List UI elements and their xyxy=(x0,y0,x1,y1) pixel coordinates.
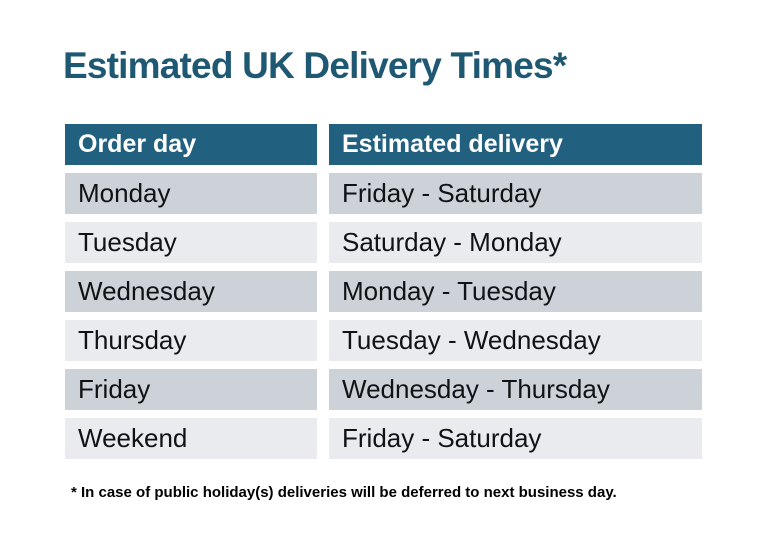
order-day-cell: Tuesday xyxy=(65,222,317,263)
column-header-estimated-delivery: Estimated delivery xyxy=(329,124,702,165)
footnote: * In case of public holiday(s) deliverie… xyxy=(71,484,617,501)
order-day-cell: Thursday xyxy=(65,320,317,361)
column-header-order-day: Order day xyxy=(65,124,317,165)
estimated-delivery-cell: Tuesday - Wednesday xyxy=(329,320,702,361)
estimated-delivery-cell: Friday - Saturday xyxy=(329,418,702,459)
order-day-cell: Friday xyxy=(65,369,317,410)
estimated-delivery-cell: Saturday - Monday xyxy=(329,222,702,263)
estimated-delivery-cell: Friday - Saturday xyxy=(329,173,702,214)
order-day-cell: Weekend xyxy=(65,418,317,459)
order-day-cell: Monday xyxy=(65,173,317,214)
page-title: Estimated UK Delivery Times* xyxy=(63,45,567,86)
delivery-times-table: Order day Estimated delivery Monday Frid… xyxy=(65,124,702,459)
order-day-cell: Wednesday xyxy=(65,271,317,312)
estimated-delivery-cell: Wednesday - Thursday xyxy=(329,369,702,410)
estimated-delivery-cell: Monday - Tuesday xyxy=(329,271,702,312)
